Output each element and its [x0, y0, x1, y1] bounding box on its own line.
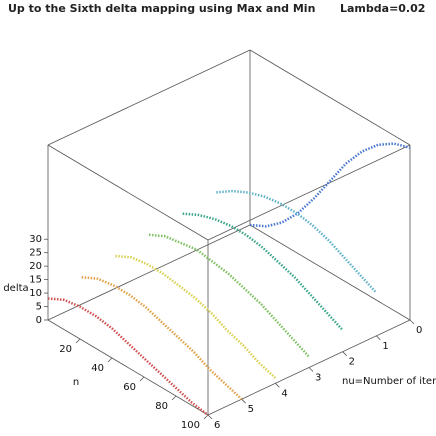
box-edge	[47, 144, 209, 241]
y-tick-label: 1	[382, 341, 388, 352]
x-tick	[107, 357, 113, 363]
y-tick	[275, 383, 280, 388]
y-tick-label: 4	[281, 388, 287, 399]
series-line	[115, 254, 277, 379]
x-tick	[171, 395, 177, 401]
y-tick-label: 2	[349, 357, 355, 368]
y-tick	[409, 319, 415, 325]
box-edge	[207, 144, 411, 241]
y-tick-label: 6	[214, 420, 220, 431]
z-tick-label: 10	[29, 288, 42, 299]
series-line	[47, 297, 209, 416]
x-tick-label: 80	[155, 401, 168, 412]
z-tick-label: 30	[29, 234, 42, 245]
y-tick	[207, 414, 213, 420]
y-tick	[342, 351, 347, 356]
x-tick-label: 20	[59, 344, 72, 355]
y-tick	[241, 398, 246, 404]
z-axis-label: delta	[3, 283, 28, 294]
box-edge	[249, 49, 411, 146]
chart-subtitle: Lambda=0.02	[340, 2, 425, 15]
y-axis-label: nu=Number of iteration	[342, 376, 436, 387]
y-tick-label: 5	[248, 404, 254, 415]
y-tick	[308, 367, 314, 372]
box-edge	[47, 224, 251, 321]
series-line	[148, 233, 310, 358]
x-tick	[139, 376, 145, 382]
x-tick-label: 100	[181, 420, 200, 431]
y-tick-label: 3	[315, 373, 321, 384]
z-tick-label: 25	[29, 248, 42, 259]
x-tick	[75, 338, 81, 344]
series-line	[182, 212, 344, 331]
series-line	[216, 189, 378, 294]
series-line	[249, 142, 411, 228]
z-tick-label: 0	[36, 315, 42, 326]
x-axis-label: n	[73, 377, 79, 388]
box-edge	[249, 224, 411, 321]
box-edge	[47, 319, 209, 416]
z-tick-label: 5	[36, 302, 42, 313]
x-tick-label: 60	[123, 382, 136, 393]
series-line	[81, 275, 243, 401]
box-edge	[47, 49, 251, 146]
chart-title: Up to the Sixth delta mapping using Max …	[8, 2, 315, 15]
z-tick-label: 15	[29, 275, 42, 286]
y-tick	[376, 335, 381, 341]
x-tick-label: 40	[91, 363, 104, 374]
y-tick-label: 0	[416, 325, 422, 336]
z-tick-label: 20	[29, 261, 42, 272]
